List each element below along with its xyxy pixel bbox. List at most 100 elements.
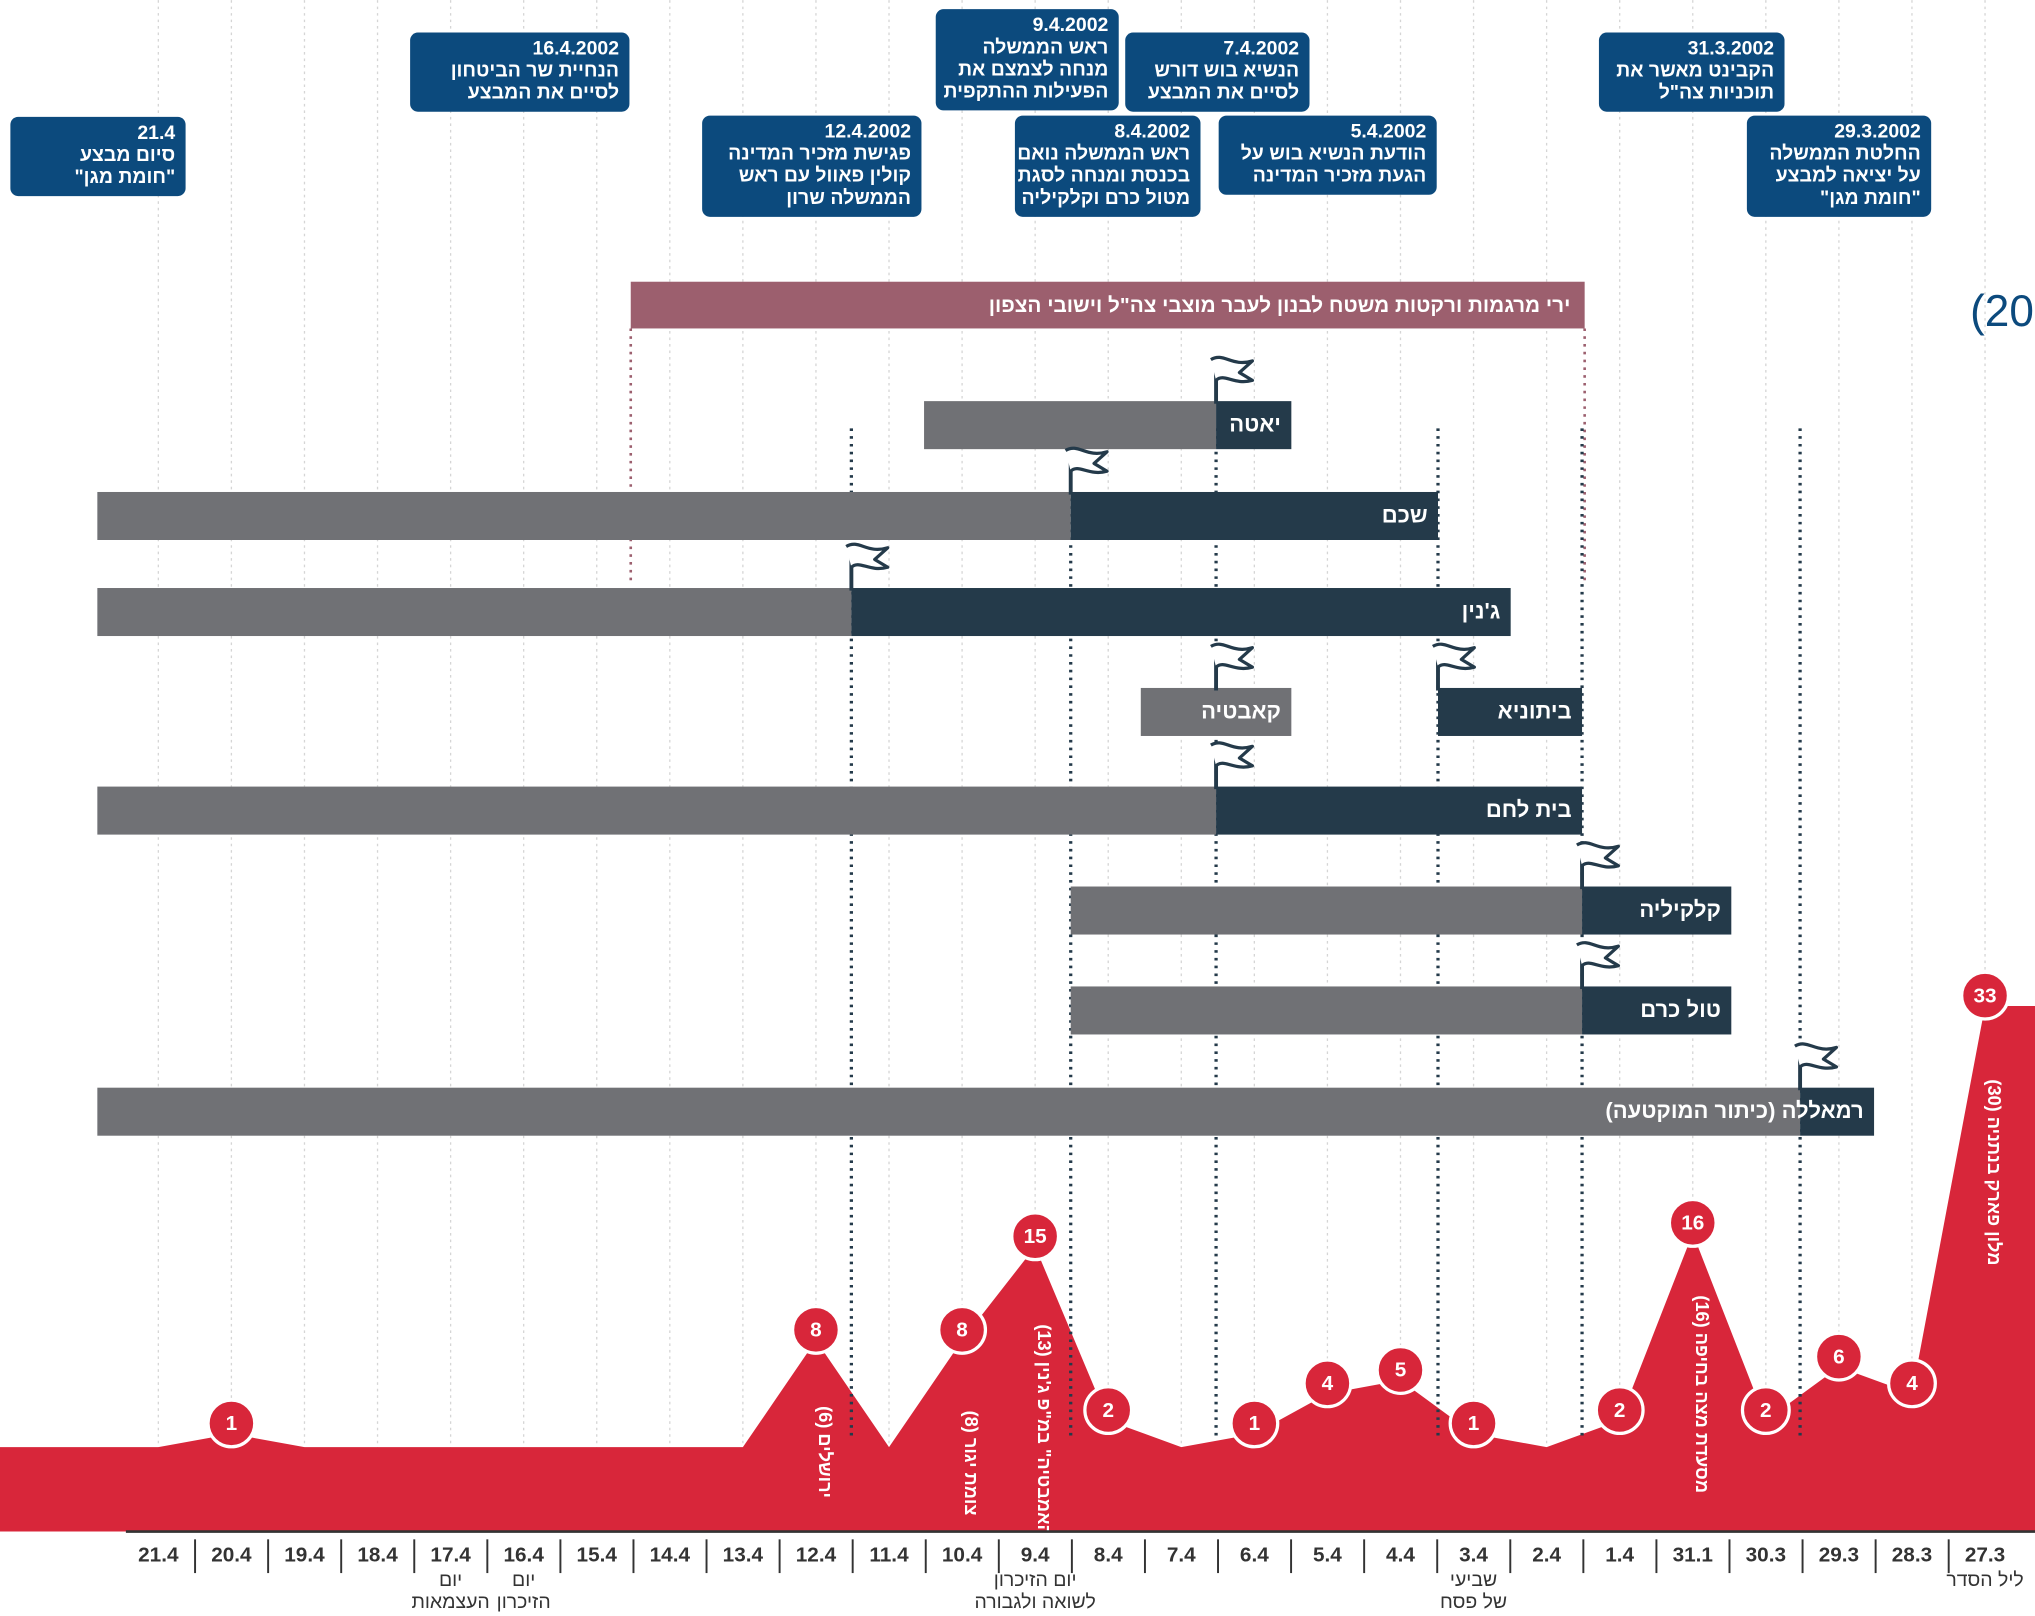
bar-label: קאבטיה xyxy=(1201,698,1281,723)
casualty-marker xyxy=(790,1304,841,1355)
flag xyxy=(1210,355,1255,384)
x-tick-label: 14.4 xyxy=(650,1544,691,1567)
annotation-box xyxy=(410,32,630,112)
bar-before xyxy=(97,491,1071,540)
casualty-marker xyxy=(206,1398,257,1449)
annotation-text: הנחיית שר הביטחון xyxy=(451,60,619,82)
casualty-marker xyxy=(1667,1197,1718,1248)
casualty-label: 5 xyxy=(1395,1359,1407,1382)
rocket-band-label: ירי מרגמות ורקטות משטח לבנון לעבר מוצבי … xyxy=(989,294,1571,317)
annotation-text: הקבינט מאשר את xyxy=(1616,60,1774,82)
annotation-box xyxy=(1218,115,1437,195)
x-tick-label: 12.4 xyxy=(796,1544,837,1567)
flag xyxy=(1794,1042,1839,1070)
annotation-text: הודעת הנשיא בוש על xyxy=(1241,143,1427,165)
holiday-label: של פסח xyxy=(1440,1591,1507,1613)
x-tick-label: 7.4 xyxy=(1167,1544,1196,1567)
annotation-text: בכנסת ומנחה לסגת xyxy=(1018,165,1191,187)
bar-after xyxy=(1437,687,1583,736)
bar-after xyxy=(1070,491,1438,540)
flag xyxy=(1064,446,1109,475)
casualty-label: 33 xyxy=(1973,984,1996,1007)
bar-before xyxy=(97,786,1217,835)
casualty-marker xyxy=(1083,1385,1134,1436)
flag xyxy=(845,542,890,571)
bar-label: בית לחם xyxy=(1486,797,1572,822)
x-tick-label: 17.4 xyxy=(430,1544,471,1567)
x-tick-label: 13.4 xyxy=(723,1544,764,1567)
x-tick-label: 3.4 xyxy=(1459,1544,1488,1567)
bar-after xyxy=(851,588,1511,637)
bar-label: טול כרם xyxy=(1640,997,1721,1022)
bar-label: שכם xyxy=(1382,502,1428,527)
annotation-text: 8.4.2002 xyxy=(1114,121,1190,143)
x-tick-label: 8.4 xyxy=(1094,1544,1123,1567)
casualty-label: 8 xyxy=(956,1319,968,1342)
flag xyxy=(1210,741,1255,769)
casualty-marker xyxy=(1375,1344,1426,1395)
annotation-text: סיום מבצע xyxy=(80,144,175,166)
bar-label: ג'נין xyxy=(1462,599,1501,624)
x-tick-label: 19.4 xyxy=(284,1544,325,1567)
annotation-text: הגעת מזכיר המדינה xyxy=(1253,165,1427,187)
flag xyxy=(1431,642,1476,670)
x-tick-label: 16.4 xyxy=(503,1544,544,1567)
casualty-marker xyxy=(1813,1331,1864,1382)
x-tick-label: 11.4 xyxy=(869,1544,909,1567)
holiday-label: שביעי xyxy=(1450,1569,1497,1591)
annotation-box xyxy=(1014,115,1201,217)
casualty-label: 16 xyxy=(1681,1212,1704,1235)
bar-label: רמאללה (כיתור המוקטעה) xyxy=(1605,1098,1863,1123)
annotation-text: קולין פאוול עם ראש xyxy=(739,165,911,187)
annotation-text: "חומת מגן" xyxy=(74,166,175,188)
casualty-label: 2 xyxy=(1614,1399,1626,1422)
annotation-text: 21.4 xyxy=(137,122,175,144)
bar-before xyxy=(924,401,1217,450)
holiday-label: לשואה ולגבורה xyxy=(974,1591,1095,1613)
x-tick-label: 20.4 xyxy=(211,1544,252,1567)
bar-before xyxy=(97,1087,1801,1136)
holiday-label: הזיכרון xyxy=(497,1591,551,1613)
casualty-area xyxy=(0,1006,2035,1532)
annotation-text: מטול כרם וקלקיליה xyxy=(1022,187,1191,209)
rocket-band xyxy=(630,281,1585,329)
x-tick-label: 28.3 xyxy=(1892,1544,1932,1567)
incident-label: מלון פארק בנתניה (30) xyxy=(1984,1079,2004,1265)
holiday-label: יום xyxy=(512,1569,535,1591)
x-tick-label: 4.4 xyxy=(1386,1544,1415,1567)
incident-label: "האמבטיה" במ"פ ג'נין (13) xyxy=(1034,1324,1054,1545)
casualty-marker xyxy=(1960,970,2011,1021)
x-tick-label: 21.4 xyxy=(138,1544,179,1567)
bar-before xyxy=(1140,687,1292,736)
casualty-label: 1 xyxy=(226,1412,238,1435)
casualty-marker xyxy=(1594,1385,1645,1436)
x-tick-label: 30.3 xyxy=(1746,1544,1786,1567)
annotation-text: ראש הממשלה נואם xyxy=(1017,143,1190,165)
flag xyxy=(1576,841,1621,869)
annotation-box xyxy=(702,115,922,217)
flag xyxy=(1210,642,1255,670)
annotation-box xyxy=(1125,32,1310,112)
bar-label: יאטה xyxy=(1229,412,1281,437)
annotation-text: ראש הממשלה xyxy=(982,36,1108,58)
x-tick-label: 10.4 xyxy=(942,1544,983,1567)
casualty-label: 1 xyxy=(1249,1412,1261,1435)
x-tick-label: 1.4 xyxy=(1605,1544,1634,1567)
annotation-text: 31.3.2002 xyxy=(1688,38,1775,60)
flag xyxy=(1576,941,1621,969)
annotation-text: 29.3.2002 xyxy=(1834,121,1921,143)
annotation-text: 16.4.2002 xyxy=(533,38,620,60)
holiday-label: העצמאות xyxy=(411,1591,489,1613)
x-tick-label: 2.4 xyxy=(1532,1544,1561,1567)
casualty-label: 1 xyxy=(1468,1412,1480,1435)
casualty-marker xyxy=(1740,1385,1791,1436)
x-tick-label: 31.1 xyxy=(1673,1544,1713,1567)
bar-after xyxy=(1216,401,1292,450)
x-tick-label: 9.4 xyxy=(1021,1544,1050,1567)
bar-after xyxy=(1582,886,1732,935)
x-tick-label: 5.4 xyxy=(1313,1544,1342,1567)
casualty-label: 15 xyxy=(1024,1225,1047,1248)
casualty-marker xyxy=(937,1304,988,1355)
